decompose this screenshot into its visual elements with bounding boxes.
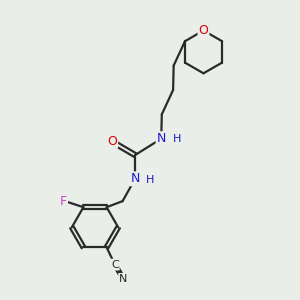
Text: O: O [107,135,117,148]
Text: H: H [172,134,181,144]
Text: N: N [119,274,128,284]
Text: N: N [157,132,166,145]
Text: N: N [130,172,140,185]
Text: O: O [199,24,208,37]
Text: F: F [60,195,67,208]
Text: H: H [146,175,155,185]
Text: C: C [111,260,119,270]
